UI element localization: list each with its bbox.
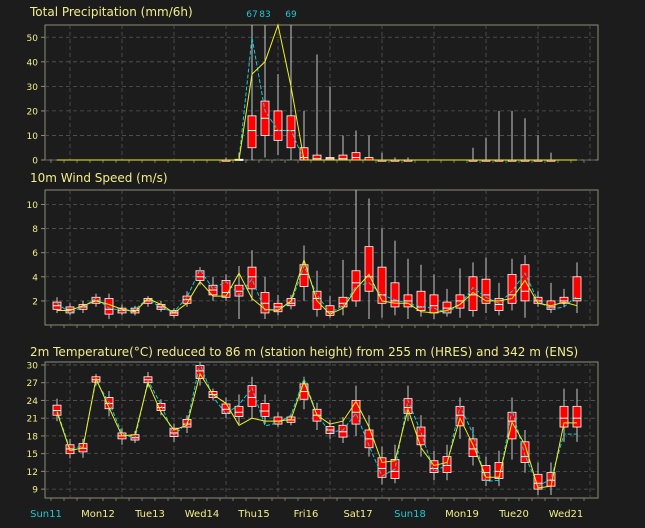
day-label: Sun11: [30, 509, 62, 520]
ens-box: [104, 298, 114, 315]
precipitation-grid: [45, 25, 598, 161]
offscale-label: 67: [246, 10, 257, 20]
ens-box: [416, 290, 426, 311]
ens-box: [390, 282, 400, 308]
wind-title: 10m Wind Speed (m/s): [30, 171, 168, 185]
temperature-frame: [44, 361, 599, 499]
precipitation-lines: [57, 23, 577, 161]
y-tick-label: 50: [27, 34, 39, 44]
offscale-label: 83: [259, 10, 270, 20]
ens-box: [520, 264, 530, 302]
ens-box: [169, 427, 179, 437]
day-label: Wed14: [185, 509, 220, 520]
ens-box: [286, 115, 296, 149]
y-tick-label: 9: [32, 486, 38, 496]
y-tick-label: 2: [32, 297, 38, 307]
precipitation-title: Total Precipitation (mm/6h): [29, 5, 193, 19]
ens-box: [338, 424, 348, 438]
ens-box: [247, 266, 257, 290]
day-label: Sat17: [343, 509, 372, 520]
precipitation-annotations: 67 83 69: [246, 10, 297, 20]
ens-box: [338, 296, 348, 308]
day-label: Wed21: [549, 509, 584, 520]
ens-box: [65, 306, 75, 314]
ens-box: [455, 294, 465, 309]
day-label: Mon19: [445, 509, 479, 520]
wind-panel: 10m Wind Speed (m/s) 2 4 6 8 10: [27, 171, 599, 328]
day-label: Tue13: [134, 509, 165, 520]
precipitation-panel: Total Precipitation (mm/6h) 01020304050 …: [27, 5, 599, 167]
y-tick-label: 24: [27, 397, 39, 407]
ens-box: [572, 276, 582, 302]
day-label: Tue20: [498, 509, 529, 520]
ens-box: [520, 441, 530, 463]
wind-lines: [56, 258, 578, 315]
ens-box: [507, 273, 517, 304]
ens-box: [377, 266, 387, 304]
day-label: Thu15: [237, 509, 270, 520]
ens-box: [351, 152, 361, 161]
y-tick-label: 15: [27, 450, 38, 460]
y-tick-label: 4: [32, 273, 38, 283]
temperature-lines: [56, 362, 577, 489]
control-line: [56, 264, 578, 314]
ens-box: [247, 115, 257, 149]
precipitation-y-ticks: 0 10 20 30 40 50: [27, 34, 585, 167]
y-tick-label: 40: [27, 58, 39, 68]
ens-box: [91, 296, 101, 304]
y-tick-label: 10: [27, 132, 39, 142]
ens-box: [351, 270, 361, 302]
y-tick-label: 10: [27, 201, 39, 211]
y-tick-label: 8: [32, 225, 38, 235]
hres-line: [56, 372, 577, 489]
y-tick-label: 20: [27, 107, 39, 117]
y-tick-label: 27: [27, 379, 38, 389]
ens-box: [559, 296, 569, 304]
ens-box: [195, 270, 205, 281]
ens-box: [403, 398, 413, 414]
hres-line: [57, 258, 578, 315]
ens-box: [234, 405, 244, 417]
ens-box: [364, 246, 374, 292]
wind-frame: [44, 189, 599, 326]
ens-box: [273, 110, 283, 141]
offscale-label: 69: [285, 10, 297, 20]
y-tick-label: 30: [27, 83, 39, 93]
ens-box: [429, 460, 439, 473]
ens-box: [572, 405, 582, 428]
y-tick-label: 0: [32, 157, 38, 167]
temperature-y-ticks: 9 12 15 18 21 24 27 30: [27, 361, 585, 501]
ens-box: [247, 385, 257, 407]
wind-y-ticks: 2 4 6 8 10: [27, 201, 585, 328]
ens-box: [156, 402, 166, 411]
hres-line: [57, 23, 577, 161]
ens-box: [559, 405, 569, 428]
y-tick-label: 21: [27, 415, 38, 425]
y-tick-label: 30: [27, 361, 39, 371]
day-label: Fri16: [294, 509, 319, 520]
ens-box: [533, 473, 543, 490]
ens-box: [260, 292, 270, 314]
temperature-title: 2m Temperature(°C) reduced to 86 m (stat…: [30, 345, 578, 359]
ens-box: [468, 276, 478, 311]
ens-box: [468, 438, 478, 458]
y-tick-label: 6: [32, 249, 38, 259]
day-label: Mon12: [81, 509, 115, 520]
time-axis: Sun11 Mon12 Tue13 Wed14 Thu15 Fri16 Sat17 Sun18…: [30, 509, 583, 520]
ens-box: [429, 294, 439, 314]
ens-box: [260, 402, 270, 417]
temperature-panel: 2m Temperature(°C) reduced to 86 m (stat…: [27, 345, 599, 501]
y-tick-label: 18: [27, 432, 39, 442]
day-label: Sun18: [394, 509, 426, 520]
ens-box: [481, 278, 491, 304]
y-tick-label: 12: [27, 468, 38, 478]
